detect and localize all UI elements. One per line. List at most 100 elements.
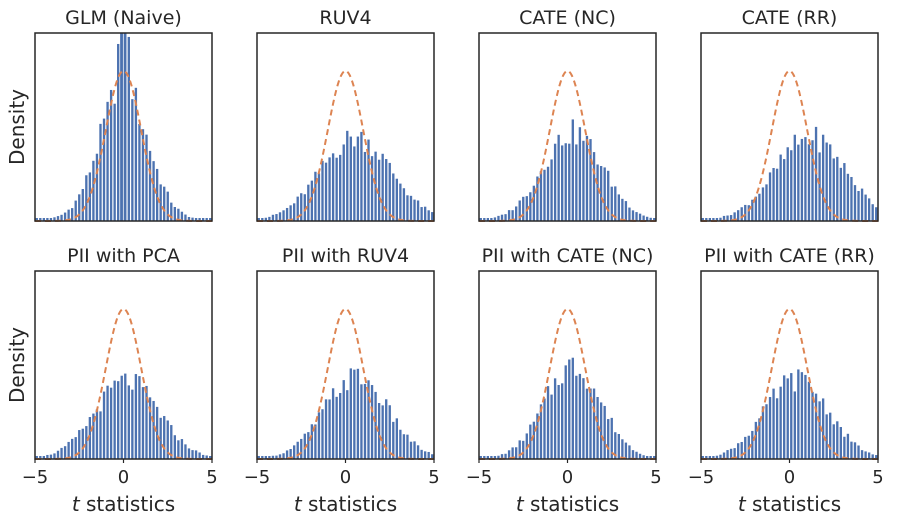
histogram-bar xyxy=(293,445,296,459)
histogram-bar xyxy=(850,176,853,221)
histogram-bar xyxy=(282,453,285,459)
histogram-bar xyxy=(170,202,173,221)
histogram-bar xyxy=(744,204,747,221)
histogram-bar xyxy=(385,159,388,221)
histogram-bar xyxy=(257,218,260,221)
histogram-bar xyxy=(829,144,832,221)
histogram-bar xyxy=(268,216,271,221)
histogram-bar xyxy=(511,210,514,221)
x-tick-label: 0 xyxy=(784,467,795,488)
histogram-bar xyxy=(722,452,726,459)
panel-frame xyxy=(34,270,213,460)
histogram-bar xyxy=(493,456,497,459)
histogram-bar xyxy=(504,453,507,459)
histogram-bar xyxy=(875,455,878,459)
x-axis-label-italic: t xyxy=(516,492,525,516)
histogram-bar xyxy=(829,412,832,459)
histogram-bar xyxy=(109,387,113,459)
histogram-bar xyxy=(307,184,310,221)
histogram-bar xyxy=(388,405,391,459)
histogram-bar xyxy=(60,214,63,221)
histogram-bar xyxy=(733,212,736,221)
histogram-bar xyxy=(321,160,324,221)
histogram-bar xyxy=(413,199,416,221)
histogram-bar xyxy=(145,134,148,221)
histogram-bar xyxy=(814,393,818,459)
histogram-bar xyxy=(159,184,162,221)
histogram-bar xyxy=(614,432,617,459)
histogram-bar xyxy=(546,386,550,459)
histogram-bar xyxy=(525,433,528,459)
histogram-bar xyxy=(649,456,652,459)
histogram-bar xyxy=(131,389,134,459)
histogram-bar xyxy=(589,388,592,459)
histogram-bar xyxy=(800,372,804,459)
histogram-bar xyxy=(571,357,574,459)
histogram-bar xyxy=(81,428,84,459)
histogram-bar xyxy=(867,452,871,459)
histogram-bar xyxy=(585,135,589,221)
histogram-bar xyxy=(804,374,807,459)
histogram-bar xyxy=(180,211,184,221)
histogram-bar xyxy=(67,441,70,459)
histogram-bar xyxy=(427,451,430,459)
panel-frame xyxy=(700,270,879,460)
histogram-bar xyxy=(205,455,208,459)
histogram-bar xyxy=(388,162,391,221)
histogram-bar xyxy=(303,194,306,221)
panel-title: PII with RUV4 xyxy=(282,245,409,267)
histogram-bar xyxy=(772,168,775,221)
histogram-bar xyxy=(843,436,846,459)
histogram-bar xyxy=(493,217,497,221)
histogram-bar xyxy=(39,456,42,459)
histogram-bar xyxy=(582,378,585,459)
histogram-bar xyxy=(392,421,395,459)
histogram-bar xyxy=(406,195,409,221)
histogram-bar xyxy=(35,456,38,459)
histogram-bar xyxy=(113,380,116,459)
histogram-bar xyxy=(49,454,53,459)
histogram-bar xyxy=(497,215,500,221)
histogram-bar xyxy=(857,445,860,459)
histogram-bar xyxy=(839,427,842,459)
histogram-bar xyxy=(141,129,145,221)
histogram-bar xyxy=(420,449,423,459)
histogram-bar xyxy=(610,186,613,221)
histogram-bar xyxy=(300,193,303,221)
histogram-bar xyxy=(649,217,652,221)
histogram-bar xyxy=(751,430,754,459)
histogram-bar xyxy=(568,143,571,221)
histogram-bar xyxy=(846,433,850,459)
histogram-bar xyxy=(761,187,765,221)
panel-frame xyxy=(34,32,213,222)
x-tick-label: −5 xyxy=(688,467,715,488)
x-axis-label-italic: t xyxy=(72,492,81,516)
histogram-bar xyxy=(832,424,835,459)
x-axis-label-italic: t xyxy=(738,492,747,516)
histogram-bar xyxy=(543,398,546,459)
histogram-bar xyxy=(839,167,842,221)
x-tick-label: 5 xyxy=(650,467,661,488)
histogram-bar xyxy=(198,452,201,459)
histogram-bar xyxy=(117,43,120,221)
histogram-bar xyxy=(592,152,596,221)
histogram-bar xyxy=(209,218,212,221)
histogram-bar xyxy=(511,447,514,459)
histogram-bar xyxy=(99,123,102,221)
x-axis-label: t statistics xyxy=(738,492,841,516)
histogram-bar xyxy=(296,196,299,221)
histogram-bar xyxy=(363,151,367,221)
histogram-bar xyxy=(127,385,130,459)
histogram-bar xyxy=(768,397,772,459)
histogram-bar xyxy=(818,152,821,221)
histogram-bar xyxy=(490,218,493,221)
histogram-bar xyxy=(719,217,722,221)
histogram-spike-bar xyxy=(120,33,123,221)
panel-title: GLM (Naive) xyxy=(65,7,182,29)
histogram-bar xyxy=(293,203,296,221)
histogram-bar xyxy=(504,214,507,221)
histogram-bar xyxy=(486,456,490,459)
normal-density-curve xyxy=(35,69,212,222)
histogram-bar xyxy=(106,101,109,221)
